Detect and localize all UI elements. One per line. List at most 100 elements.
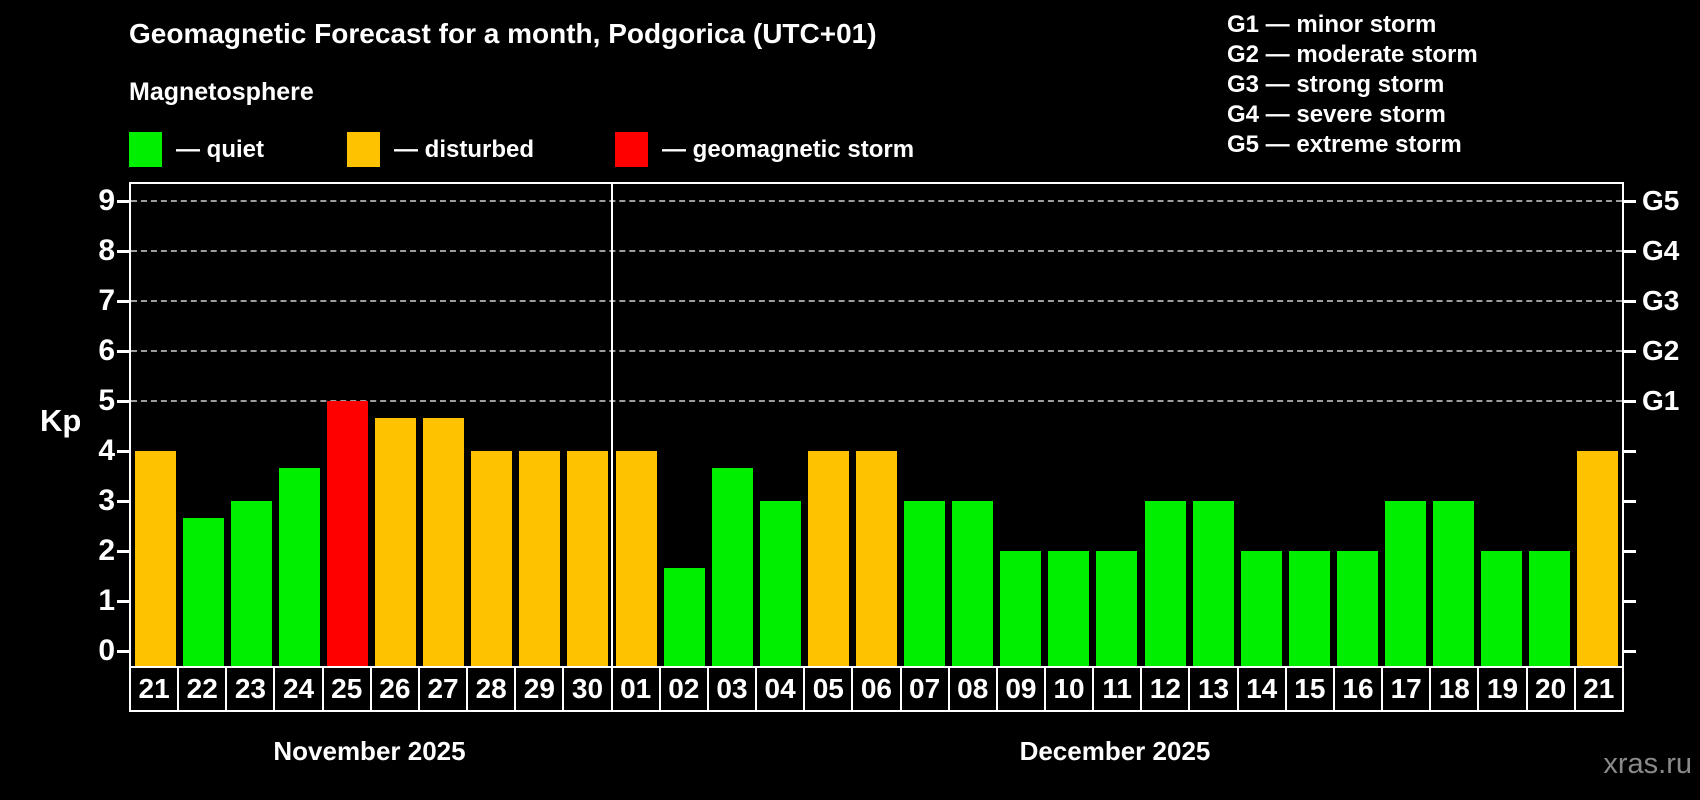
day-label-12: 12 <box>1140 666 1191 712</box>
month-label: November 2025 <box>273 736 466 766</box>
kp-bar-24 <box>278 467 320 666</box>
day-label-02: 02 <box>658 666 709 712</box>
kp-bar-25 <box>326 401 368 666</box>
day-label-14: 14 <box>1236 666 1287 712</box>
kp-bar-26 <box>375 417 417 666</box>
kp-bar-04 <box>759 501 801 666</box>
kp-bar-03 <box>711 467 753 666</box>
y-tick-label-6: 6 <box>98 334 115 367</box>
y-tick-left-1 <box>117 600 129 603</box>
legend-item-storm: — geomagnetic storm <box>615 131 914 168</box>
y-tick-label-4: 4 <box>98 434 115 467</box>
day-label-18: 18 <box>1429 666 1480 712</box>
kp-bar-21 <box>134 451 176 666</box>
day-label-13: 13 <box>1188 666 1239 712</box>
day-label-01: 01 <box>610 666 661 712</box>
legend-item-disturbed: — disturbed <box>347 131 534 168</box>
kp-bar-10 <box>1048 551 1090 666</box>
day-label-09: 09 <box>995 666 1046 712</box>
right-axis-label-G5: G5 <box>1642 185 1680 216</box>
y-tick-left-2 <box>117 550 129 553</box>
watermark: xras.ru <box>1603 748 1692 780</box>
day-label-08: 08 <box>947 666 998 712</box>
chart-subtitle: Magnetosphere <box>129 78 314 106</box>
kp-bar-20 <box>1529 551 1571 666</box>
right-axis-label-G1: G1 <box>1642 385 1680 416</box>
day-label-19: 19 <box>1477 666 1528 712</box>
day-label-16: 16 <box>1332 666 1384 712</box>
kp-bar-23 <box>230 501 272 666</box>
g-legend-line: G4 — severe storm <box>1227 101 1446 128</box>
y-tick-label-9: 9 <box>98 184 115 217</box>
day-label-04: 04 <box>755 666 806 712</box>
day-label-30: 30 <box>562 666 613 712</box>
day-label-20: 20 <box>1525 666 1576 712</box>
gridline-kp8 <box>131 250 1622 252</box>
legend-label-storm: — geomagnetic storm <box>662 135 915 163</box>
day-label-10: 10 <box>1043 666 1095 712</box>
day-label-22: 22 <box>177 666 228 712</box>
day-label-11: 11 <box>1092 666 1143 712</box>
y-tick-left-5 <box>117 400 129 403</box>
y-tick-right-8 <box>1624 250 1636 253</box>
y-tick-label-2: 2 <box>98 534 115 567</box>
kp-bar-21 <box>1577 451 1619 666</box>
y-tick-right-9 <box>1624 200 1636 203</box>
kp-bar-05 <box>807 451 849 666</box>
gridline-kp5 <box>131 400 1622 402</box>
day-label-24: 24 <box>273 666 324 712</box>
g-legend-line: G1 — minor storm <box>1227 11 1437 38</box>
legend-label-quiet: — quiet <box>176 135 264 163</box>
kp-bar-08 <box>952 501 994 666</box>
legend-item-quiet: — quiet <box>129 131 264 168</box>
month-label: December 2025 <box>1019 736 1211 766</box>
g-legend-line: G2 — moderate storm <box>1227 41 1478 68</box>
day-label-26: 26 <box>369 666 420 712</box>
y-axis-title: Kp <box>40 403 82 438</box>
kp-bar-19 <box>1481 551 1523 666</box>
y-tick-right-4 <box>1624 450 1636 453</box>
day-label-29: 29 <box>514 666 565 712</box>
day-label-17: 17 <box>1381 666 1432 712</box>
plot-area <box>129 182 1624 668</box>
day-label-05: 05 <box>803 666 854 712</box>
kp-bar-09 <box>1000 551 1042 666</box>
right-axis-label-G3: G3 <box>1642 285 1680 316</box>
g-scale-legend: G1 — minor storm G2 — moderate storm G3 — … <box>1227 10 1478 160</box>
legend-label-disturbed: — disturbed <box>394 135 535 163</box>
y-tick-right-5 <box>1624 400 1636 403</box>
y-tick-left-4 <box>117 450 129 453</box>
y-tick-left-9 <box>117 200 129 203</box>
y-tick-label-0: 0 <box>98 634 115 667</box>
month-separator <box>610 184 613 666</box>
y-tick-left-3 <box>117 500 129 503</box>
quiet-color-swatch <box>129 132 162 167</box>
right-axis-label-G4: G4 <box>1642 235 1680 266</box>
y-tick-right-1 <box>1624 600 1636 603</box>
y-tick-right-0 <box>1624 650 1636 653</box>
y-tick-left-7 <box>117 300 129 303</box>
y-tick-left-6 <box>117 350 129 353</box>
day-label-27: 27 <box>417 666 469 712</box>
day-label-15: 15 <box>1284 666 1335 712</box>
day-label-03: 03 <box>706 666 758 712</box>
kp-bar-11 <box>1096 551 1138 666</box>
g-legend-line: G3 — strong storm <box>1227 71 1445 98</box>
disturbed-color-swatch <box>347 132 380 167</box>
day-label-07: 07 <box>899 666 950 712</box>
y-tick-label-7: 7 <box>98 284 115 317</box>
kp-bar-16 <box>1336 551 1378 666</box>
chart-title: Geomagnetic Forecast for a month, Podgor… <box>129 18 877 49</box>
right-axis-label-G2: G2 <box>1642 335 1680 366</box>
y-tick-label-8: 8 <box>98 234 115 267</box>
day-label-06: 06 <box>851 666 902 712</box>
kp-bar-30 <box>567 451 609 666</box>
kp-bar-27 <box>423 417 465 666</box>
kp-bar-28 <box>471 451 513 666</box>
y-tick-right-7 <box>1624 300 1636 303</box>
day-label-21: 21 <box>1573 666 1624 712</box>
kp-bar-06 <box>856 451 897 666</box>
day-label-25: 25 <box>321 666 372 712</box>
y-tick-right-3 <box>1624 500 1636 503</box>
